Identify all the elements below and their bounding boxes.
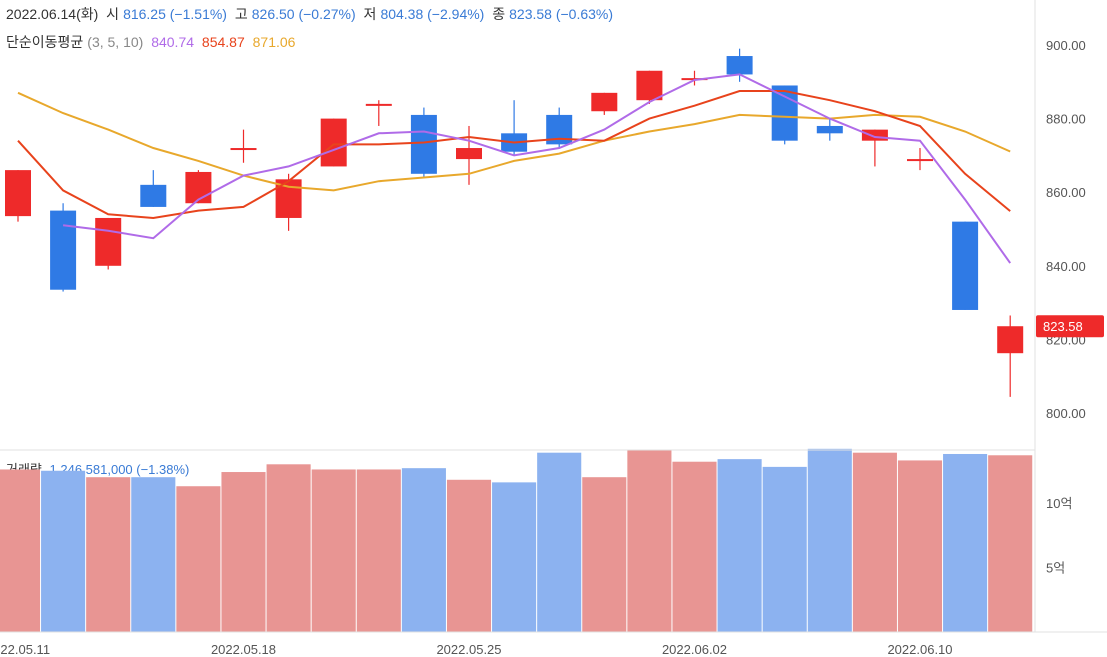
price-tick-label: 900.00 bbox=[1046, 38, 1086, 53]
volume-tick-label: 5억 bbox=[1046, 561, 1065, 576]
ma3-line bbox=[62, 73, 1012, 264]
volume-bar bbox=[852, 452, 897, 632]
candle-body bbox=[365, 103, 392, 106]
candle-body bbox=[95, 217, 122, 266]
volume-bar bbox=[943, 453, 988, 632]
ma10-value: 871.06 bbox=[252, 34, 296, 50]
candle-body bbox=[816, 125, 843, 134]
date-tick-label: 2022.05.25 bbox=[436, 642, 501, 657]
candle-body bbox=[456, 148, 482, 160]
ma5-value: 854.87 bbox=[201, 34, 245, 50]
candle-body bbox=[140, 184, 167, 207]
candle-body bbox=[726, 56, 753, 75]
volume-bar bbox=[311, 469, 356, 632]
last-price-tag: 823.58 bbox=[1036, 315, 1104, 338]
date-axis: 2022.05.11 2022.05.18 2022.05.25 2022.06.02… bbox=[0, 642, 953, 657]
close-value: 823.58 (−0.63%) bbox=[509, 6, 614, 22]
ma-periods: (3, 5, 10) bbox=[87, 34, 144, 50]
last-price-tag-text: 823.58 bbox=[1043, 319, 1083, 334]
volume-axis: 5억 10억 bbox=[1046, 496, 1072, 576]
date-tick-label: 2022.05.18 bbox=[211, 642, 276, 657]
moving-average-lines bbox=[17, 73, 1012, 264]
candle-body bbox=[952, 221, 979, 310]
volume-bar bbox=[356, 469, 401, 632]
volume-tick-label: 10억 bbox=[1046, 496, 1072, 511]
ma-label: 단순이동평균 bbox=[6, 34, 84, 50]
volume-bar bbox=[762, 466, 807, 632]
ma-legend: 단순이동평균 (3, 5, 10) 840.74 854.87 871.06 bbox=[6, 32, 299, 52]
close-label: 종 bbox=[492, 6, 506, 22]
candle-body bbox=[50, 210, 77, 290]
candles bbox=[5, 48, 1024, 397]
ma10-line bbox=[17, 91, 1011, 192]
volume-bar bbox=[131, 477, 176, 632]
volume-bar bbox=[266, 464, 311, 632]
price-tick-label: 880.00 bbox=[1046, 112, 1086, 127]
high-value: 826.50 (−0.27%) bbox=[251, 6, 356, 22]
price-tick-label: 860.00 bbox=[1046, 185, 1086, 200]
volume-bar bbox=[672, 461, 717, 632]
low-label: 저 bbox=[363, 6, 377, 22]
high-label: 고 bbox=[234, 6, 248, 22]
volume-bar bbox=[401, 468, 446, 632]
volume-bar bbox=[717, 459, 762, 632]
volume-bar bbox=[86, 477, 131, 632]
candle-body bbox=[636, 70, 663, 101]
low-value: 804.38 (−2.94%) bbox=[380, 6, 485, 22]
open-value: 816.25 (−1.51%) bbox=[123, 6, 227, 22]
candle-body bbox=[5, 170, 31, 217]
candle-body bbox=[410, 114, 437, 174]
ma3-value: 840.74 bbox=[151, 34, 195, 50]
volume-bar bbox=[627, 450, 672, 632]
candle-body bbox=[185, 171, 212, 204]
candle-body bbox=[320, 118, 347, 167]
candle-body bbox=[997, 326, 1024, 354]
volume-bar bbox=[807, 448, 852, 632]
date-tick-label: 2022.06.02 bbox=[662, 642, 727, 657]
candle-body bbox=[591, 92, 618, 112]
candle-body bbox=[771, 85, 798, 141]
volume-bar bbox=[0, 469, 41, 632]
volume-bar bbox=[582, 477, 627, 632]
open-label: 시 bbox=[106, 6, 120, 22]
volume-bar bbox=[221, 472, 266, 632]
volume-bars bbox=[0, 448, 1033, 632]
ohlc-date: 2022.06.14(화) bbox=[6, 6, 99, 22]
volume-bar bbox=[897, 460, 943, 632]
volume-bar bbox=[41, 470, 86, 632]
volume-bar bbox=[176, 486, 221, 632]
price-tick-label: 840.00 bbox=[1046, 259, 1086, 274]
volume-bar bbox=[537, 452, 582, 632]
volume-bar bbox=[492, 482, 537, 632]
volume-bar bbox=[446, 479, 492, 632]
last-price-tag-bg bbox=[1036, 315, 1104, 338]
volume-bar bbox=[988, 455, 1033, 632]
candle-body bbox=[230, 148, 257, 151]
candle-body bbox=[907, 159, 933, 162]
ohlc-header: 2022.06.14(화) 시 816.25 (−1.51%) 고 826.50 (… bbox=[6, 4, 617, 24]
date-tick-label: 2022.06.10 bbox=[887, 642, 952, 657]
price-tick-label: 800.00 bbox=[1046, 406, 1086, 421]
candle-body bbox=[861, 129, 888, 141]
date-tick-label: 2022.05.11 bbox=[0, 642, 50, 657]
